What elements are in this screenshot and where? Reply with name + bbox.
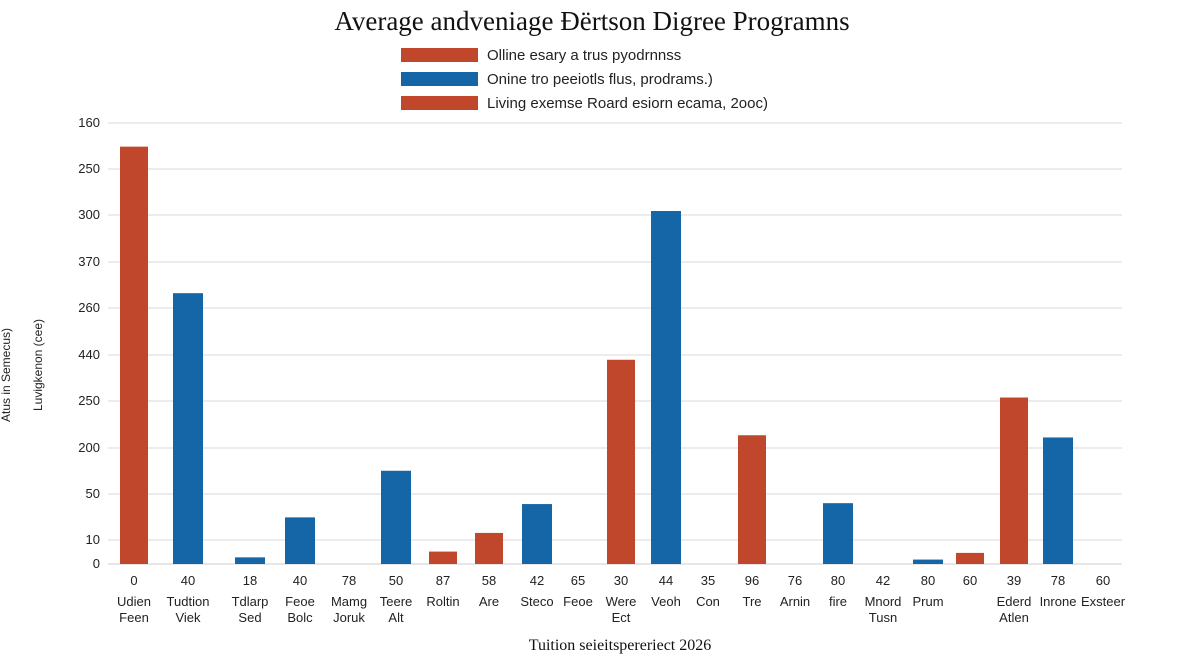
legend-label-0: Olline esary a trus pyodrnnss [487,47,681,64]
x-tick-label: Exsteer [1081,594,1126,609]
y-tick-label: 300 [78,207,100,222]
x-tick-sublabel: Feen [119,610,149,625]
x-tick-sublabel: Atlen [999,610,1029,625]
bar-orange-7 [475,532,503,564]
y-tick-label: 250 [78,161,100,176]
chart-title: Average andveniage Ðërtson Digree Progra… [334,6,849,36]
legend-label-1: Onine tro peeiotls flus, prodrams.) [487,71,713,88]
x-tick-number: 30 [614,573,628,588]
legend: Olline esary a trus pyodrnnss Onine tro p… [401,47,768,112]
y-axis-title: Atus in Semecus) [0,328,13,422]
x-tick-label: Feoe [285,594,315,609]
bar-blue-15 [823,503,853,564]
x-tick-number: 80 [831,573,845,588]
legend-swatch-2 [401,96,478,110]
x-tick-number: 0 [130,573,137,588]
x-tick-label: Tre [742,594,761,609]
bar-blue-11 [651,211,681,564]
x-tick-label: fire [829,594,847,609]
x-tick-label: Tudtion [167,594,210,609]
x-tick-number: 87 [436,573,450,588]
bar-blue-8 [522,504,552,564]
x-tick-number: 96 [745,573,759,588]
x-tick-label: Tdlarp [232,594,269,609]
x-tick-number: 35 [701,573,715,588]
x-tick-number: 42 [876,573,890,588]
x-tick-sublabel: Ect [612,610,631,625]
bar-blue-1 [173,293,203,564]
legend-swatch-1 [401,72,478,86]
y-axis-ticks: 0 10 50 200 250 440 260 370 300 250 160 [78,115,100,571]
x-tick-label: Mamg [331,594,367,609]
x-tick-number: 39 [1007,573,1021,588]
bar-blue-3 [285,517,315,564]
x-tick-number: 78 [1051,573,1065,588]
y-tick-label: 50 [86,486,100,501]
x-tick-number: 40 [181,573,195,588]
bar-orange-10 [607,359,635,564]
bar-blue-2 [235,557,265,564]
x-tick-sublabel: Bolc [287,610,313,625]
x-tick-number: 76 [788,573,802,588]
x-tick-label: Feoe [563,594,593,609]
x-tick-number: 44 [659,573,673,588]
y-tick-label: 10 [86,532,100,547]
x-tick-sublabel: Joruk [333,610,365,625]
x-tick-sublabel: Viek [175,610,201,625]
x-tick-number: 40 [293,573,307,588]
x-tick-sublabel: Alt [388,610,404,625]
x-tick-label: Were [606,594,637,609]
legend-swatch-0 [401,48,478,62]
bar-blue-5 [381,470,411,564]
bar-orange-19 [1000,397,1028,564]
x-tick-number: 58 [482,573,496,588]
bar-blue-20 [1043,437,1073,564]
y-tick-label: 160 [78,115,100,130]
x-tick-label: Inrone [1040,594,1077,609]
bars [120,146,1073,564]
x-tick-label: Roltin [426,594,459,609]
y-tick-label: 250 [78,393,100,408]
legend-label-2: Living exemse Roard esiorn ecama, 2ooc) [487,95,768,112]
y-tick-label: 440 [78,347,100,362]
x-tick-sublabel: Tusn [869,610,897,625]
bar-orange-13 [738,435,766,564]
x-tick-number: 80 [921,573,935,588]
x-tick-number: 65 [571,573,585,588]
x-tick-label: Udien [117,594,151,609]
bar-blue-17 [913,559,943,564]
x-tick-label: Are [479,594,499,609]
x-tick-number: 18 [243,573,257,588]
x-tick-label: Steco [520,594,553,609]
x-tick-number: 42 [530,573,544,588]
x-axis-title: Tuition seieitspereriect 2026 [529,637,712,654]
bar-orange-6 [429,551,457,564]
x-tick-label: Teere [380,594,413,609]
x-tick-number: 78 [342,573,356,588]
x-tick-label: Mnord [865,594,902,609]
y-tick-label: 370 [78,254,100,269]
y-tick-label: 260 [78,300,100,315]
x-tick-label: Veoh [651,594,681,609]
x-tick-number: 50 [389,573,403,588]
x-tick-label: Ederd [997,594,1032,609]
y-axis-title-secondary: Luvigkenon (cee) [31,319,45,411]
y-tick-label: 0 [93,556,100,571]
bar-orange-0 [120,146,148,564]
bar-orange-18 [956,552,984,564]
x-tick-number: 60 [1096,573,1110,588]
gridlines [108,122,1122,565]
x-tick-label: Con [696,594,720,609]
y-tick-label: 200 [78,440,100,455]
x-tick-label: Arnin [780,594,810,609]
x-tick-label: Prum [912,594,943,609]
x-tick-number: 60 [963,573,977,588]
x-tick-sublabel: Sed [238,610,261,625]
